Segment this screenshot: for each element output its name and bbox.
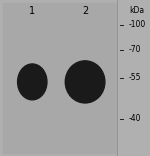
Bar [3, 3, 117, 153]
Text: -100: -100 [129, 20, 146, 29]
Bar [117, 0, 147, 156]
Text: -55: -55 [129, 73, 142, 83]
Text: kDa: kDa [129, 6, 144, 15]
Text: 1: 1 [29, 6, 35, 16]
Ellipse shape [18, 64, 47, 100]
Text: -70: -70 [129, 45, 142, 54]
Ellipse shape [65, 61, 105, 103]
Text: -40: -40 [129, 114, 142, 123]
Text: 2: 2 [82, 6, 88, 16]
